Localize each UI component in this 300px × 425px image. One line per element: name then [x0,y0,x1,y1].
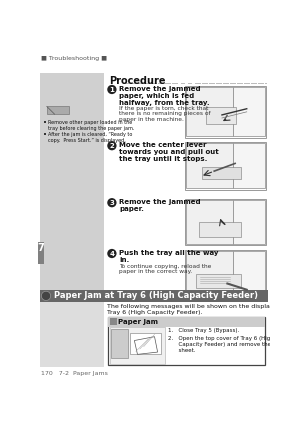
Circle shape [107,249,117,258]
Bar [185,86,266,138]
Bar [110,318,116,325]
Text: Remove the jammed
paper, which is fed
halfway, from the tray.: Remove the jammed paper, which is fed ha… [119,86,209,106]
Bar [185,142,266,190]
Bar [185,249,266,296]
Text: Tray 6 (High Capacity Feeder).: Tray 6 (High Capacity Feeder). [107,310,203,315]
Bar [108,317,266,365]
Text: Push the tray all the way
in.: Push the tray all the way in. [119,249,218,263]
Text: Paper Jam at Tray 6 (High Capacity Feeder): Paper Jam at Tray 6 (High Capacity Feede… [54,291,258,300]
Text: Procedure: Procedure [109,76,165,86]
Bar [40,290,268,302]
Bar [185,199,266,245]
Text: Paper Jam: Paper Jam [118,319,158,325]
Circle shape [107,141,117,150]
Text: 2.   Open the top cover of Tray 6 (High: 2. Open the top cover of Tray 6 (High [168,336,274,341]
Bar [233,200,265,244]
Text: The following messages will be shown on the display if paper is jammed at: The following messages will be shown on … [107,303,300,309]
Bar [38,242,44,264]
Circle shape [41,291,51,300]
Bar [40,73,104,290]
Text: Remove the jammed
paper.: Remove the jammed paper. [119,199,200,212]
Bar [186,251,233,295]
Text: After the jam is cleared, “Ready to: After the jam is cleared, “Ready to [48,132,132,137]
Text: Remove other paper loaded in the: Remove other paper loaded in the [48,120,132,125]
Bar [233,251,265,295]
Text: 3: 3 [110,200,114,206]
Text: 2: 2 [110,143,114,149]
Text: sheet.: sheet. [168,348,195,353]
Circle shape [107,85,117,94]
Bar [196,274,241,288]
Bar [186,143,233,188]
Bar [233,143,265,188]
Text: To continue copying, reload the
paper in the correct way.: To continue copying, reload the paper in… [119,264,211,274]
Text: copy.  Press Start.” is displayed.: copy. Press Start.” is displayed. [48,138,125,143]
Bar [47,106,68,114]
Text: ■ Troubleshooting ■: ■ Troubleshooting ■ [41,56,107,61]
Bar [233,87,265,136]
Bar [186,87,233,136]
Bar [206,107,236,124]
Text: 1.   Close Tray 5 (Bypass).: 1. Close Tray 5 (Bypass). [168,328,239,333]
Bar [186,200,233,244]
Bar [199,222,241,237]
Text: 7: 7 [37,243,44,253]
Text: 170   7-2  Paper Jams: 170 7-2 Paper Jams [41,371,108,376]
Bar [110,327,165,364]
Text: 4: 4 [110,251,114,257]
Text: 1: 1 [110,87,114,93]
Polygon shape [134,337,158,354]
Bar [130,333,161,354]
Text: tray before clearing the paper jam.: tray before clearing the paper jam. [48,126,134,131]
Bar [202,167,241,179]
Text: Capacity Feeder) and remove the jammed: Capacity Feeder) and remove the jammed [168,342,295,347]
Circle shape [107,198,117,207]
Bar [40,302,104,368]
Bar [44,133,46,135]
Bar [111,329,128,358]
Text: If the paper is torn, check that
there is no remaining pieces of
paper in the ma: If the paper is torn, check that there i… [119,106,211,122]
Bar [108,317,266,327]
Text: Move the center lever
towards you and pull out
the tray until it stops.: Move the center lever towards you and pu… [119,142,219,162]
Bar [44,121,46,123]
